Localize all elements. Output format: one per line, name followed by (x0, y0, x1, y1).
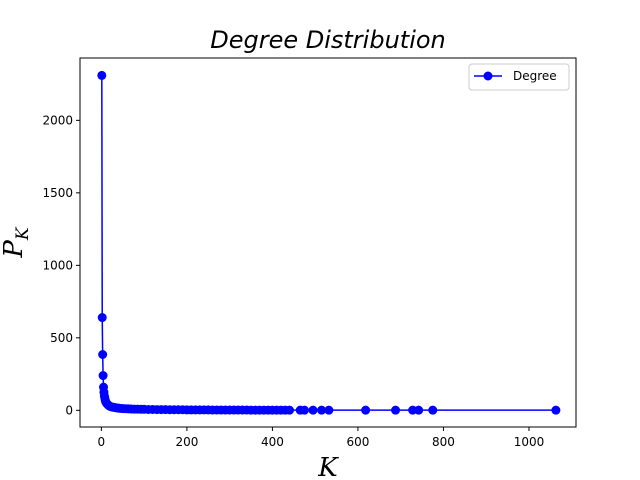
data-point (98, 350, 108, 359)
legend-entry-degree: Degree (513, 69, 557, 83)
y-axis-label-base: P (0, 240, 29, 259)
data-point (414, 405, 424, 415)
y-tick-label: 0 (65, 403, 73, 417)
data-point (324, 405, 334, 415)
x-tick-label: 200 (175, 435, 198, 449)
data-point (285, 405, 295, 415)
x-tick-label: 400 (261, 435, 284, 449)
legend: Degree (468, 63, 570, 91)
y-tick-label: 1000 (42, 258, 73, 272)
legend-marker-sample (483, 71, 493, 81)
plot-frame (79, 57, 577, 428)
y-tick-label: 500 (50, 331, 73, 345)
chart-title: Degree Distribution (210, 26, 446, 54)
x-tick-label: 800 (432, 435, 455, 449)
data-point (391, 405, 401, 415)
data-point (299, 405, 309, 415)
x-tick-label: 600 (346, 435, 369, 449)
x-axis-label: K (317, 453, 339, 480)
plot-area (97, 70, 561, 415)
axes: 0 200 400 600 800 1000 0 500 1000 1500 2000 (42, 113, 544, 449)
data-point (98, 371, 108, 381)
y-tick-label: 1500 (42, 186, 73, 200)
y-axis-label: PK (0, 226, 33, 259)
y-tick-label: 2000 (42, 113, 73, 127)
data-point (97, 313, 107, 323)
data-point (551, 405, 561, 415)
x-tick-label: 0 (98, 435, 106, 449)
data-point (428, 405, 438, 415)
x-tick-label: 1000 (514, 435, 545, 449)
legend-box (468, 63, 570, 91)
data-point (361, 405, 371, 415)
data-point (317, 405, 327, 415)
data-point (97, 70, 107, 80)
data-point (308, 405, 318, 415)
y-axis-label-subscript: K (13, 226, 33, 241)
